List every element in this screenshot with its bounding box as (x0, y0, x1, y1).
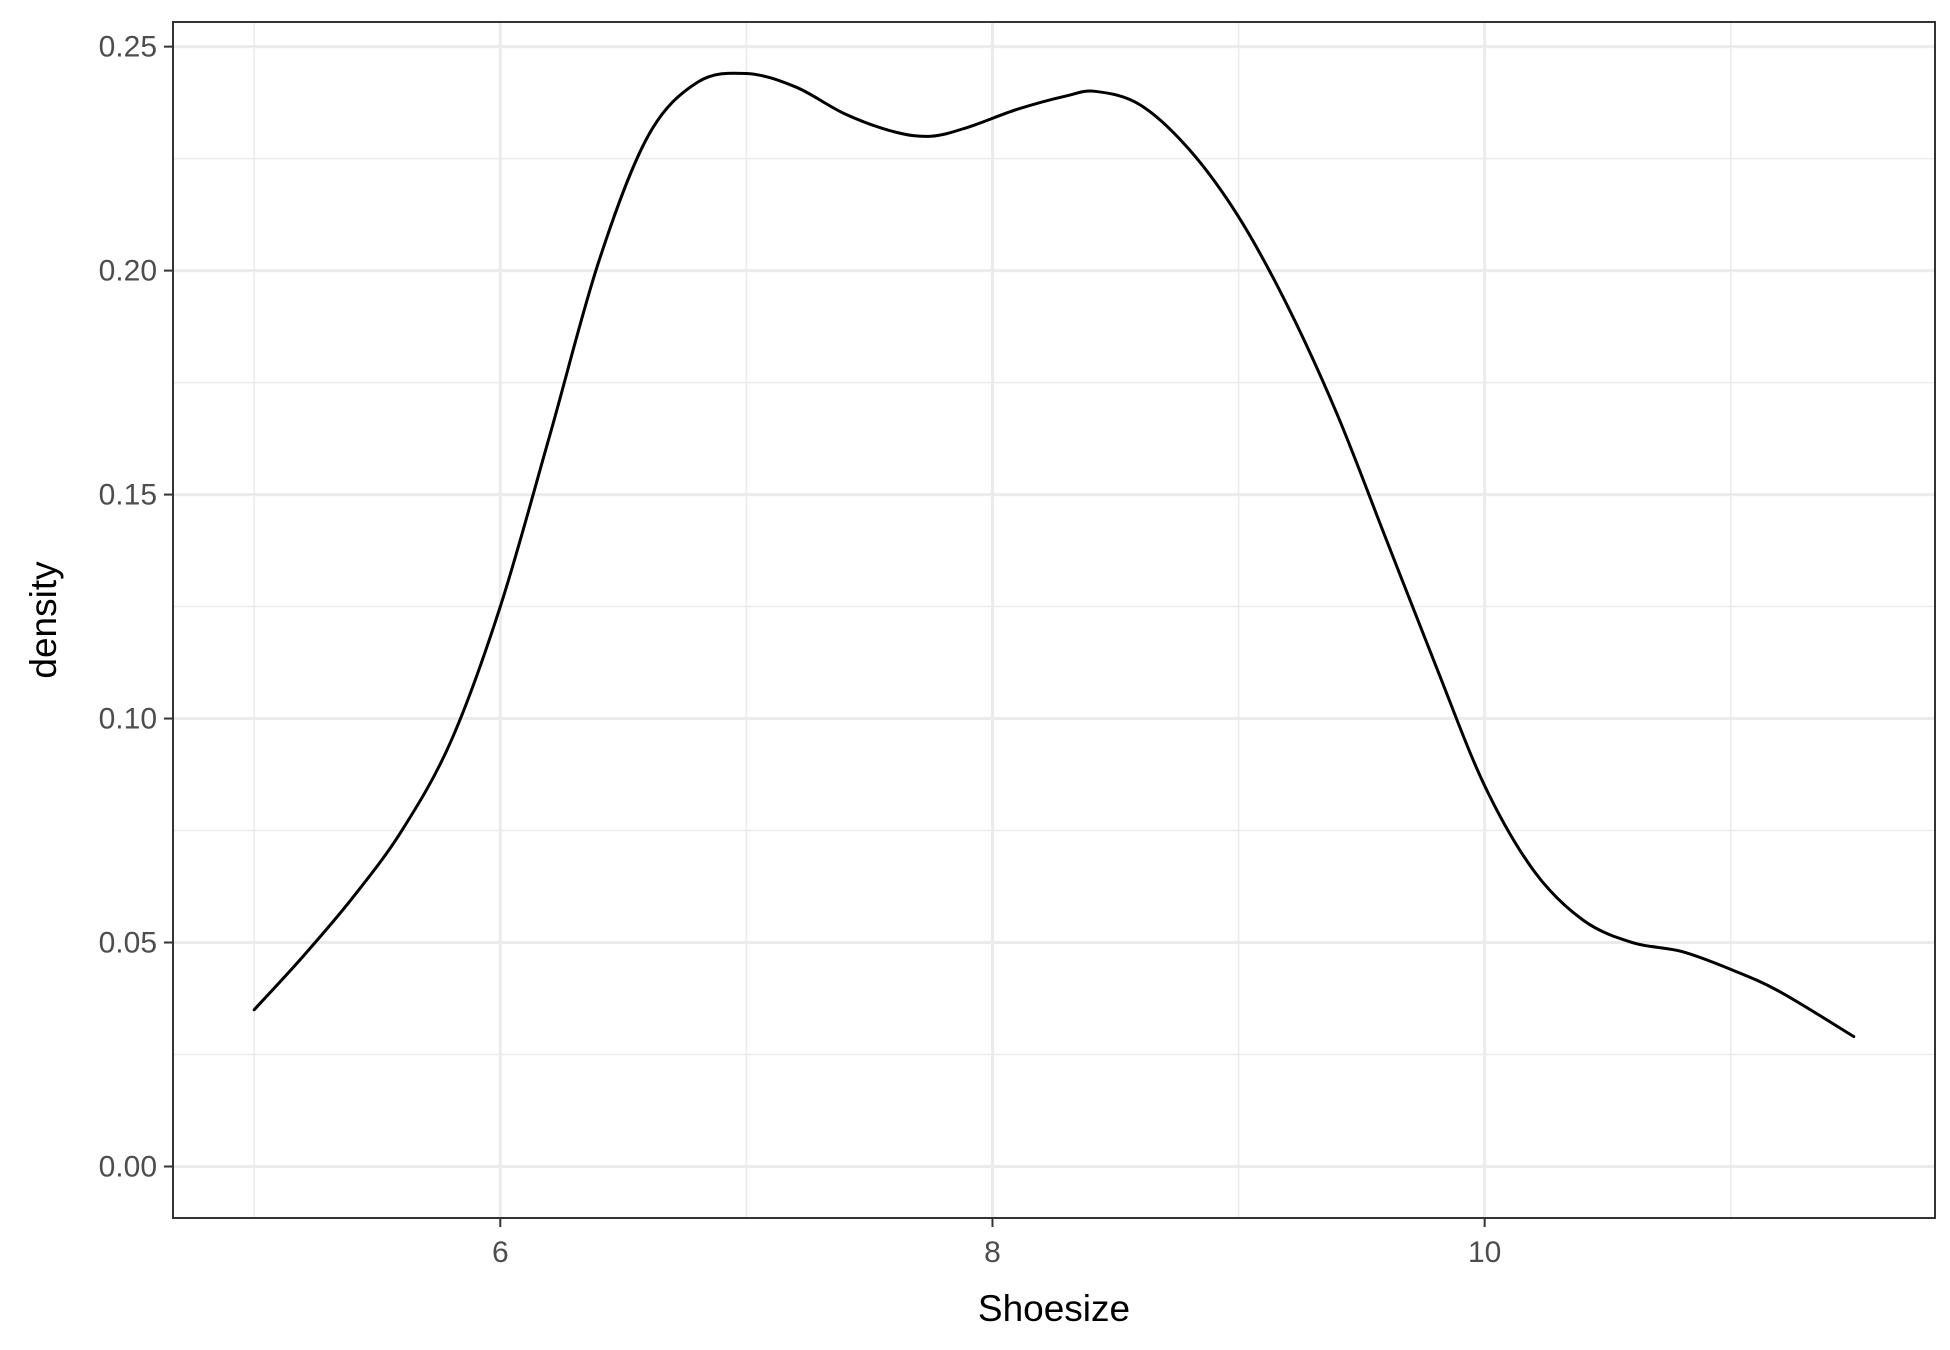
y-tick-label-5: 0.25 (99, 31, 157, 64)
x-axis-ticks: 6 8 10 (492, 1218, 1501, 1269)
x-tick-label-0: 6 (492, 1236, 509, 1269)
y-tick-label-4: 0.20 (99, 255, 157, 288)
major-gridlines (173, 22, 1935, 1218)
y-tick-label-0: 0.00 (99, 1150, 157, 1183)
panel-border (172, 21, 1936, 1219)
density-line (252, 71, 1856, 1039)
x-tick-label-1: 8 (984, 1236, 1001, 1269)
y-axis-ticks: 0.00 0.05 0.10 0.15 0.20 0.25 (99, 31, 173, 1183)
y-tick-label-2: 0.10 (99, 703, 157, 736)
minor-gridlines (173, 22, 1935, 1218)
x-tick-label-2: 10 (1468, 1236, 1501, 1269)
x-axis-title: Shoesize (978, 1288, 1130, 1329)
y-tick-label-3: 0.15 (99, 479, 157, 512)
y-axis-title: density (23, 561, 64, 679)
y-tick-label-1: 0.05 (99, 927, 157, 960)
